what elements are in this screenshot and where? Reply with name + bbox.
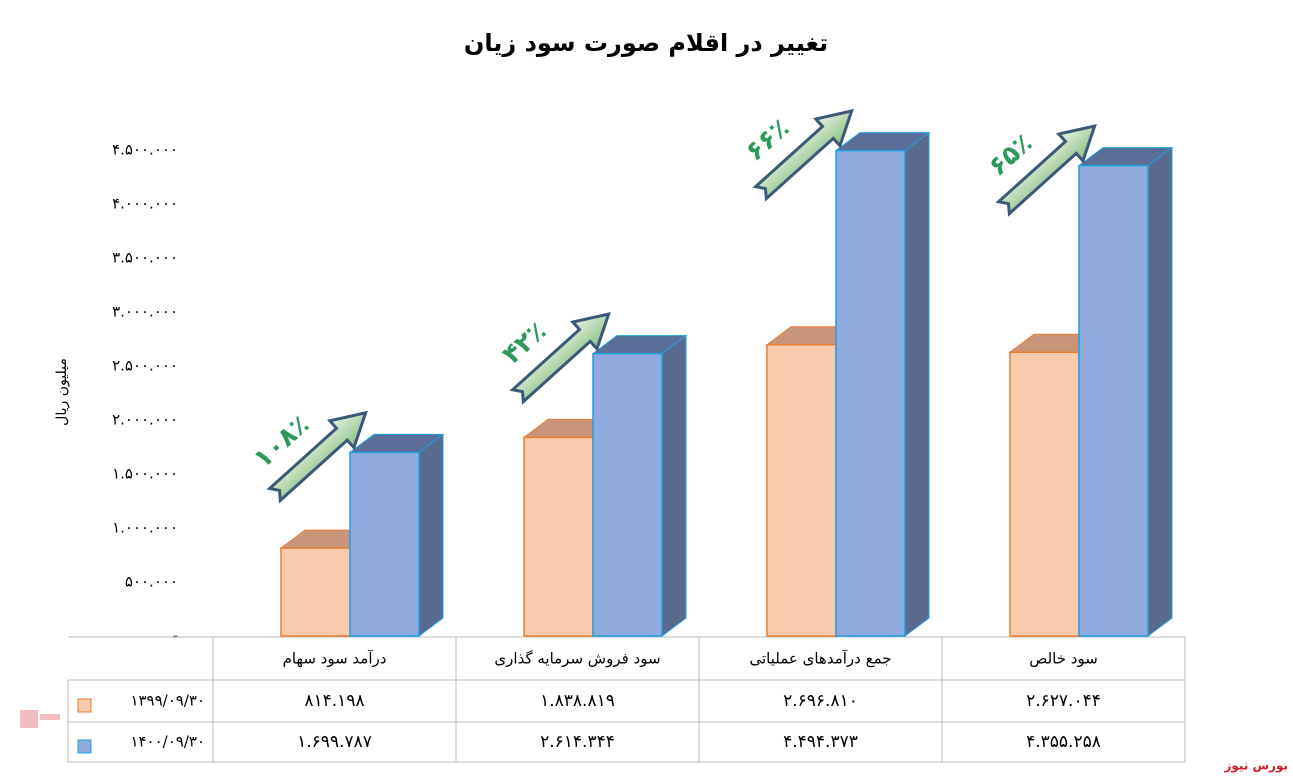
y-tick-label: ۳.۰۰۰.۰۰۰ bbox=[112, 303, 178, 321]
table-value: ۱.۸۳۸.۸۱۹ bbox=[540, 691, 615, 711]
bar bbox=[349, 451, 420, 637]
category-label: سود خالص bbox=[1029, 650, 1098, 668]
y-tick-label: - bbox=[173, 627, 178, 645]
y-tick-label: ۵۰۰.۰۰۰ bbox=[125, 573, 178, 591]
category-label: درآمد سود سهام bbox=[283, 650, 387, 668]
bar bbox=[280, 547, 351, 637]
bar bbox=[523, 436, 594, 637]
y-tick-label: ۲.۵۰۰.۰۰۰ bbox=[112, 357, 178, 375]
logo bbox=[20, 710, 60, 728]
category-label: جمع درآمدهای عملیاتی bbox=[749, 650, 891, 668]
arrow-shape bbox=[995, 123, 1097, 217]
y-tick-label: ۱.۵۰۰.۰۰۰ bbox=[112, 465, 178, 483]
y-tick-label: ۳.۵۰۰.۰۰۰ bbox=[112, 249, 178, 267]
y-tick-label: ۲.۰۰۰.۰۰۰ bbox=[112, 411, 178, 429]
bar-side bbox=[1147, 146, 1173, 637]
table-value: ۴.۴۹۴.۳۷۳ bbox=[783, 732, 858, 752]
y-tick-label: ۴.۵۰۰.۰۰۰ bbox=[112, 141, 178, 159]
legend-swatch bbox=[77, 698, 92, 713]
bar-side bbox=[661, 334, 687, 637]
category-label: سود فروش سرمایه گذاری bbox=[494, 650, 660, 668]
bar bbox=[1078, 164, 1149, 637]
legend-label: ۱۴۰۰/۰۹/۳۰ bbox=[130, 733, 205, 751]
watermark: بورس نیوز bbox=[1223, 759, 1288, 774]
arrow-shape bbox=[752, 108, 854, 202]
table-value: ۲.۶۹۶.۸۱۰ bbox=[783, 691, 858, 711]
bar bbox=[592, 352, 663, 637]
y-tick-label: ۱.۰۰۰.۰۰۰ bbox=[112, 519, 178, 537]
bar bbox=[835, 149, 906, 637]
bar bbox=[766, 343, 837, 637]
table-value: ۴.۳۵۵.۲۵۸ bbox=[1026, 732, 1101, 752]
y-tick-label: ۴.۰۰۰.۰۰۰ bbox=[112, 195, 178, 213]
legend-label: ۱۳۹۹/۰۹/۳۰ bbox=[130, 692, 205, 710]
legend-swatch bbox=[77, 739, 92, 754]
bar-side bbox=[418, 433, 444, 637]
arrow-shape bbox=[509, 311, 611, 405]
bar bbox=[1009, 351, 1080, 637]
y-axis-label: میلیون ریال bbox=[54, 358, 70, 426]
table-value: ۲.۶۱۴.۳۴۴ bbox=[540, 732, 615, 752]
table-value: ۲.۶۲۷.۰۴۴ bbox=[1026, 691, 1101, 711]
bar-side bbox=[904, 131, 930, 637]
table-value: ۸۱۴.۱۹۸ bbox=[304, 691, 364, 711]
table-value: ۱.۶۹۹.۷۸۷ bbox=[297, 732, 372, 752]
arrow-shape bbox=[266, 410, 368, 504]
chart-title: تغییر در اقلام صورت سود زیان bbox=[464, 29, 828, 57]
